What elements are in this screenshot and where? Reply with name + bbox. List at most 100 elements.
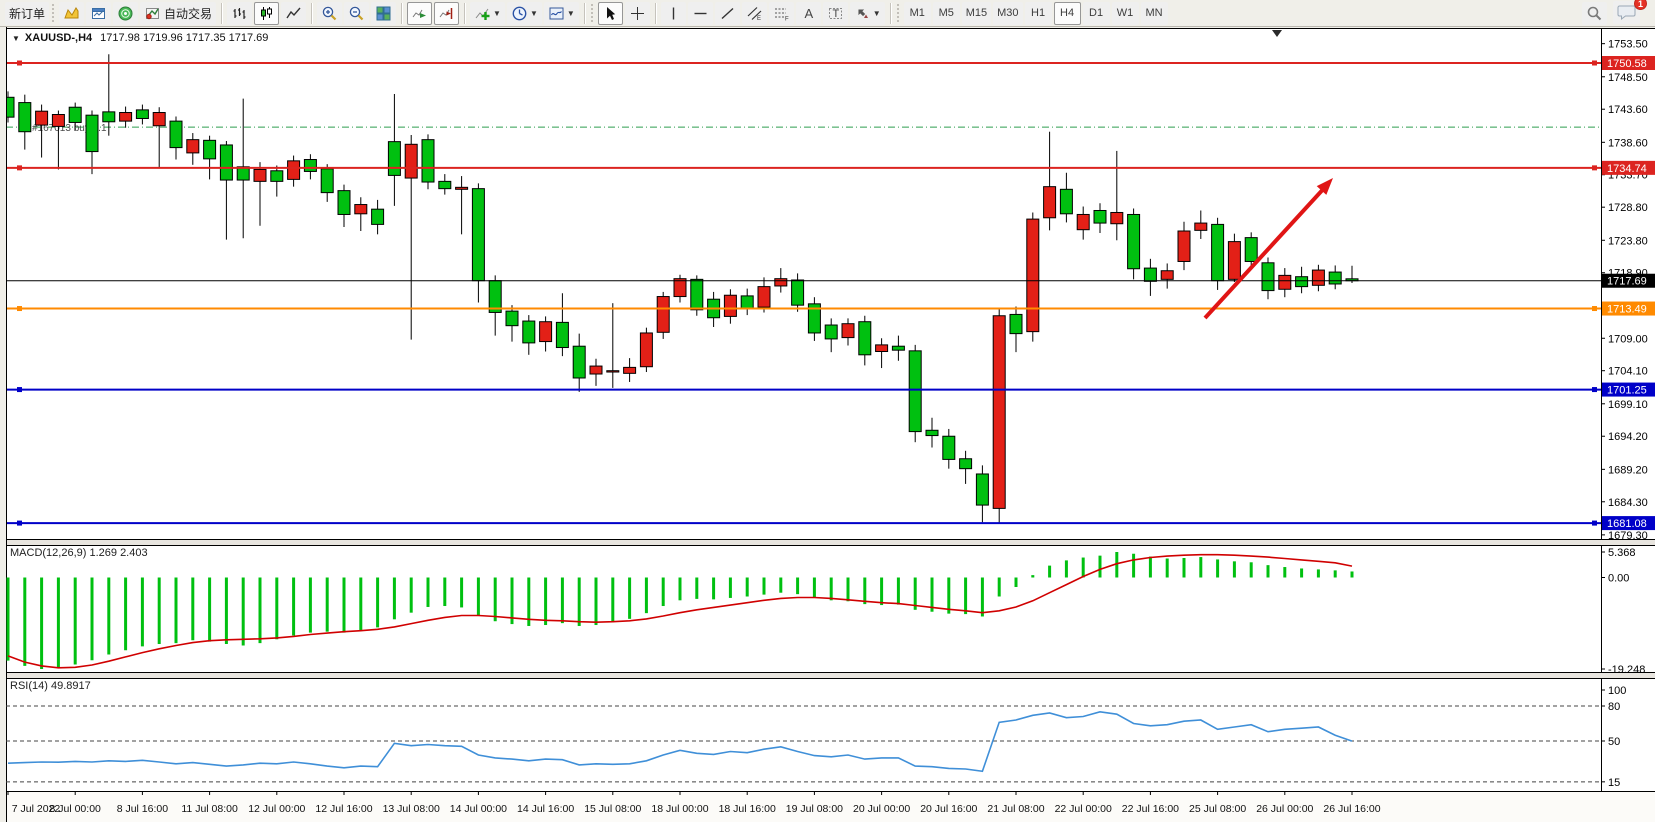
price-tick-label: 1679.30 [1608, 530, 1648, 542]
tile-windows-button[interactable] [371, 1, 397, 25]
market-watch-button[interactable] [86, 1, 112, 25]
candle-body [891, 345, 905, 351]
signals-icon [118, 6, 133, 20]
macd-layer: 5.368 0.00 -19.248 [6, 547, 1645, 676]
chart-bars-button[interactable] [227, 1, 253, 25]
main-chart-panel[interactable] [6, 28, 1655, 539]
cursor-icon [606, 6, 615, 20]
candle-body [791, 279, 805, 306]
zoom-in-button[interactable] [317, 1, 343, 25]
timeframe-button-w1[interactable]: W1 [1111, 1, 1139, 25]
fibonacci-icon: F [774, 8, 789, 22]
line-handle[interactable] [1592, 165, 1597, 171]
timeframe-button-h1[interactable]: H1 [1024, 1, 1052, 25]
templates-button[interactable]: ▼ [543, 1, 579, 25]
candle-body [925, 429, 939, 437]
candle-body [673, 278, 687, 298]
price-badge [1602, 160, 1655, 175]
candle-body [1143, 267, 1157, 282]
toolbar-divider [401, 2, 403, 24]
timeframe-button-d1[interactable]: D1 [1082, 1, 1110, 25]
indicators-button[interactable]: ▼ [470, 1, 505, 25]
date-label: 13 Jul 08:00 [383, 803, 440, 815]
horizontal-line-button[interactable] [687, 1, 713, 25]
line-handle[interactable] [1592, 520, 1597, 526]
chart-shift-button[interactable] [434, 1, 460, 25]
candle-body [1043, 186, 1057, 219]
rsi-tick-label: 50 [1608, 736, 1620, 748]
candle-body [690, 278, 704, 311]
svg-text:A: A [804, 6, 813, 21]
price-tick-label: 1709.00 [1608, 333, 1648, 345]
line-handle[interactable] [17, 306, 22, 312]
macd-tick-label: 0.00 [1608, 573, 1629, 585]
macd-panel[interactable] [6, 545, 1655, 672]
timeframe-button-m1[interactable]: M1 [903, 1, 931, 25]
timeframe-toolbar: M1 M5 M15 M30 H1 H4 D1 W1 MN [903, 1, 1169, 25]
chart-candles-button[interactable] [254, 1, 280, 25]
rsi-name: RSI(14) [10, 680, 48, 692]
chart-shift-marker[interactable] [1272, 30, 1282, 37]
line-handle[interactable] [1592, 306, 1597, 312]
rsi-panel[interactable] [6, 678, 1655, 791]
text-button[interactable]: A [795, 1, 821, 25]
timeframe-button-mn[interactable]: MN [1140, 1, 1168, 25]
arrows-button[interactable]: ▼ [849, 1, 885, 25]
candle-body [119, 112, 133, 122]
zoom-out-button[interactable] [344, 1, 370, 25]
trend-arrow-head[interactable] [1316, 174, 1338, 195]
price-badge [1602, 273, 1655, 288]
main-toolbar: 新订单 自动交易 [0, 0, 1655, 27]
candle-body [18, 102, 32, 133]
date-label: 7 Jul 2022 [12, 803, 61, 815]
chat-bubble-icon [1617, 5, 1636, 20]
candle-body [186, 139, 200, 154]
profiles-button[interactable] [59, 1, 85, 25]
timeframe-button-m5[interactable]: M5 [932, 1, 960, 25]
price-axis-labels[interactable]: 1753.501748.501743.601738.601733.701728.… [1601, 39, 1655, 542]
candle-body [404, 143, 418, 179]
line-handle[interactable] [1592, 387, 1597, 393]
candle-body [85, 114, 99, 153]
search-button[interactable] [1582, 1, 1607, 25]
chart-line-button[interactable] [281, 1, 307, 25]
chart-symbol-label: XAUUSD-,H4 [24, 32, 93, 44]
trendline-icon [721, 7, 734, 19]
panel-splitter[interactable] [6, 539, 1655, 545]
periods-button[interactable]: ▼ [506, 1, 542, 25]
cursor-button[interactable] [597, 1, 623, 25]
date-label: 26 Jul 00:00 [1256, 803, 1313, 815]
main-plot-layer: #167013 buy 0.1 [6, 30, 1601, 526]
time-axis[interactable] [6, 791, 1655, 822]
line-handle[interactable] [17, 387, 22, 393]
auto-trading-button[interactable]: 自动交易 [140, 1, 217, 25]
fibonacci-button[interactable]: F [768, 1, 794, 25]
vertical-line-button[interactable] [660, 1, 686, 25]
candle-body [287, 160, 301, 180]
channel-button[interactable]: E [741, 1, 767, 25]
date-label: 11 Jul 08:00 [181, 803, 238, 815]
template-icon [549, 7, 564, 19]
line-handle[interactable] [1592, 60, 1597, 66]
candle-body [35, 110, 49, 126]
line-handle[interactable] [17, 520, 22, 526]
panel-splitter[interactable] [6, 672, 1655, 678]
line-handle[interactable] [17, 165, 22, 171]
panel-borders [6, 27, 1655, 822]
notifications-button[interactable] [1613, 0, 1640, 24]
auto-scroll-button[interactable] [407, 1, 433, 25]
new-order-button[interactable]: 新订单 [5, 1, 50, 25]
timeframe-button-h4[interactable]: H4 [1053, 1, 1081, 25]
signals-button[interactable] [113, 1, 139, 25]
trend-arrow-line[interactable] [1203, 183, 1329, 320]
arrow-objects-icon [858, 8, 868, 18]
label-button[interactable]: T [822, 1, 848, 25]
timeframe-button-m15[interactable]: M15 [961, 1, 992, 25]
timeframe-button-m30[interactable]: M30 [993, 1, 1023, 25]
crosshair-button[interactable] [624, 1, 650, 25]
line-handle[interactable] [17, 60, 22, 66]
candle-body [1278, 274, 1292, 290]
trendline-button[interactable] [714, 1, 740, 25]
